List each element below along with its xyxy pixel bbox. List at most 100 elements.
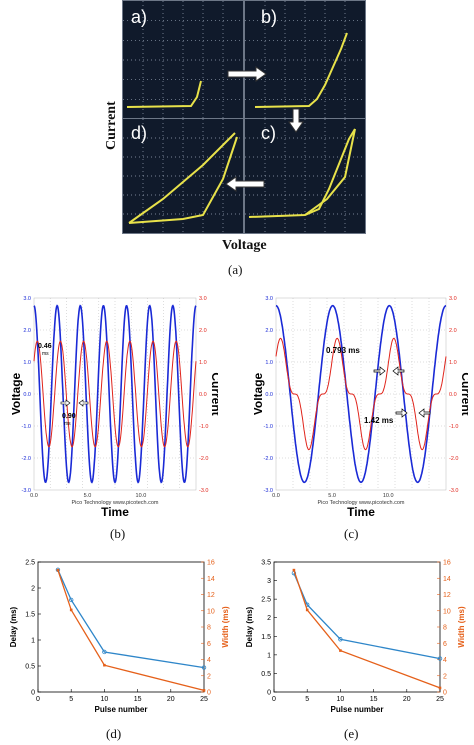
y-tick-label: 2 xyxy=(267,615,271,622)
time-tick-label: 0.0 xyxy=(30,493,38,499)
voltage-tick-label: 3.0 xyxy=(23,296,31,302)
arrow-left-icon xyxy=(392,366,405,376)
chart-delay-width-d: 0 5 10 15 20 2500.511.522.50246810121416Pulse… xyxy=(9,560,230,715)
caption-c: (c) xyxy=(344,526,359,541)
x-axis-label: Time xyxy=(347,505,375,519)
y-tick-label: 2.5 xyxy=(261,597,271,604)
x-tick-label: 10 xyxy=(101,696,109,703)
current-tick-label: -2.0 xyxy=(449,456,458,462)
y-right-tick-label: 6 xyxy=(443,641,447,648)
x-tick-label: 20 xyxy=(167,696,175,703)
arrow-right-icon xyxy=(60,399,71,407)
width-series-line xyxy=(57,569,205,692)
caption-a: (a) xyxy=(228,262,243,277)
scope-panel-a: a) xyxy=(122,0,244,120)
annotation-0.46: 0.46 xyxy=(38,343,52,350)
current-tick-label: -1.0 xyxy=(449,424,458,430)
delay-point xyxy=(201,665,207,670)
annotation-1.42: 1.42 ms xyxy=(364,416,394,425)
y-tick-label: 0.5 xyxy=(261,671,271,678)
time-tick-label: 5.0 xyxy=(84,493,92,499)
current-tick-label: 3.0 xyxy=(449,296,457,302)
width-point xyxy=(69,608,73,612)
y-right-tick-label: 6 xyxy=(207,641,211,648)
width-point xyxy=(305,608,309,612)
voltage-trace xyxy=(275,304,447,484)
x-tick-label: 0 xyxy=(36,696,40,703)
current-tick-label: 0.0 xyxy=(449,392,457,398)
y-tick-label: 1 xyxy=(31,638,35,645)
caption-d: (d) xyxy=(106,726,122,741)
annotation-0.90-unit: ms xyxy=(64,421,71,427)
y-axis-label: Delay (ms) xyxy=(245,606,254,647)
x-tick-label: 20 xyxy=(403,696,411,703)
time-tick-label: 5.0 xyxy=(328,493,336,499)
y-tick-label: 1 xyxy=(267,652,271,659)
current-tick-label: 1.0 xyxy=(449,360,457,366)
left-axis-label: Voltage xyxy=(12,372,23,415)
voltage-tick-label: 1.0 xyxy=(23,360,31,366)
arrow-left-icon xyxy=(225,176,265,192)
iv-trace-a xyxy=(126,80,202,108)
delay-point xyxy=(437,656,443,661)
delay-point xyxy=(338,637,343,642)
oscilloscope-plot-c: 3.0 2.0 1.0 0.0 -1.0 -2.0 -3.0 3.0 2.0 1.0 0.0 -1.0… xyxy=(254,296,468,519)
right-axis-label: Current xyxy=(459,372,468,415)
voltage-tick-label: 0.0 xyxy=(265,392,273,398)
voltage-tick-label: 0.0 xyxy=(23,392,31,398)
y-tick-label: 1.5 xyxy=(261,634,271,641)
voltage-tick-label: -1.0 xyxy=(22,424,31,430)
current-tick-label: -1.0 xyxy=(199,424,208,430)
y-right-tick-label: 14 xyxy=(443,576,451,583)
annotation-0.90: 0.90 xyxy=(62,413,76,420)
voltage-tick-label: 2.0 xyxy=(265,328,273,334)
panel-label-b: b) xyxy=(261,7,278,27)
y-right-tick-label: 14 xyxy=(207,576,215,583)
current-trace xyxy=(33,340,197,448)
voltage-tick-label: 1.0 xyxy=(265,360,273,366)
y-right-tick-label: 10 xyxy=(207,608,215,615)
scope-footer: Pico Technology www.picotech.com xyxy=(71,500,158,506)
voltage-tick-label: -3.0 xyxy=(22,488,31,494)
left-axis-label: Voltage xyxy=(254,372,265,415)
x-tick-label: 25 xyxy=(436,696,444,703)
scope-panel-d: d) xyxy=(122,118,244,234)
caption-e: (e) xyxy=(344,726,359,741)
y-right-tick-label: 4 xyxy=(207,657,211,664)
y-tick-label: 2 xyxy=(31,586,35,593)
y-right-tick-label: 4 xyxy=(443,657,447,664)
width-point xyxy=(56,568,60,572)
x-tick-label: 10 xyxy=(337,696,345,703)
y-tick-label: 2.5 xyxy=(25,560,35,567)
y-right-tick-label: 8 xyxy=(207,625,211,632)
width-point xyxy=(438,686,442,690)
voltage-tick-label: -1.0 xyxy=(264,424,273,430)
arrow-right-icon xyxy=(395,408,408,418)
voltage-tick-label: -2.0 xyxy=(22,456,31,462)
y-right-tick-label: 8 xyxy=(443,625,447,632)
y-right-tick-label: 16 xyxy=(207,560,215,567)
y-right-tick-label: 0 xyxy=(443,690,447,697)
y-right-tick-label: 2 xyxy=(207,673,211,680)
scope-panel-c: c) xyxy=(244,118,366,234)
current-tick-label: -3.0 xyxy=(449,488,458,494)
voltage-tick-label: 3.0 xyxy=(265,296,273,302)
plot-frame xyxy=(273,561,441,693)
arrow-left-icon xyxy=(78,399,89,407)
delay-series-line xyxy=(57,569,205,669)
y-right-tick-label: 12 xyxy=(443,592,451,599)
current-tick-label: 3.0 xyxy=(199,296,207,302)
arrow-right-icon xyxy=(227,66,267,82)
current-tick-label: 2.0 xyxy=(199,328,207,334)
y-right-tick-label: 12 xyxy=(207,592,215,599)
panel-label-a: a) xyxy=(131,7,148,27)
time-tick-label: 10.0 xyxy=(136,493,147,499)
current-tick-label: 1.0 xyxy=(199,360,207,366)
current-tick-label: -3.0 xyxy=(199,488,208,494)
scope-grid-a xyxy=(123,1,243,119)
current-tick-label: 0.0 xyxy=(199,392,207,398)
iv-trace-c xyxy=(248,128,356,218)
y-right-tick-label: 10 xyxy=(443,608,451,615)
y-right-tick-label: 2 xyxy=(443,673,447,680)
scope-footer: Pico Technology www.picotech.com xyxy=(317,500,404,506)
